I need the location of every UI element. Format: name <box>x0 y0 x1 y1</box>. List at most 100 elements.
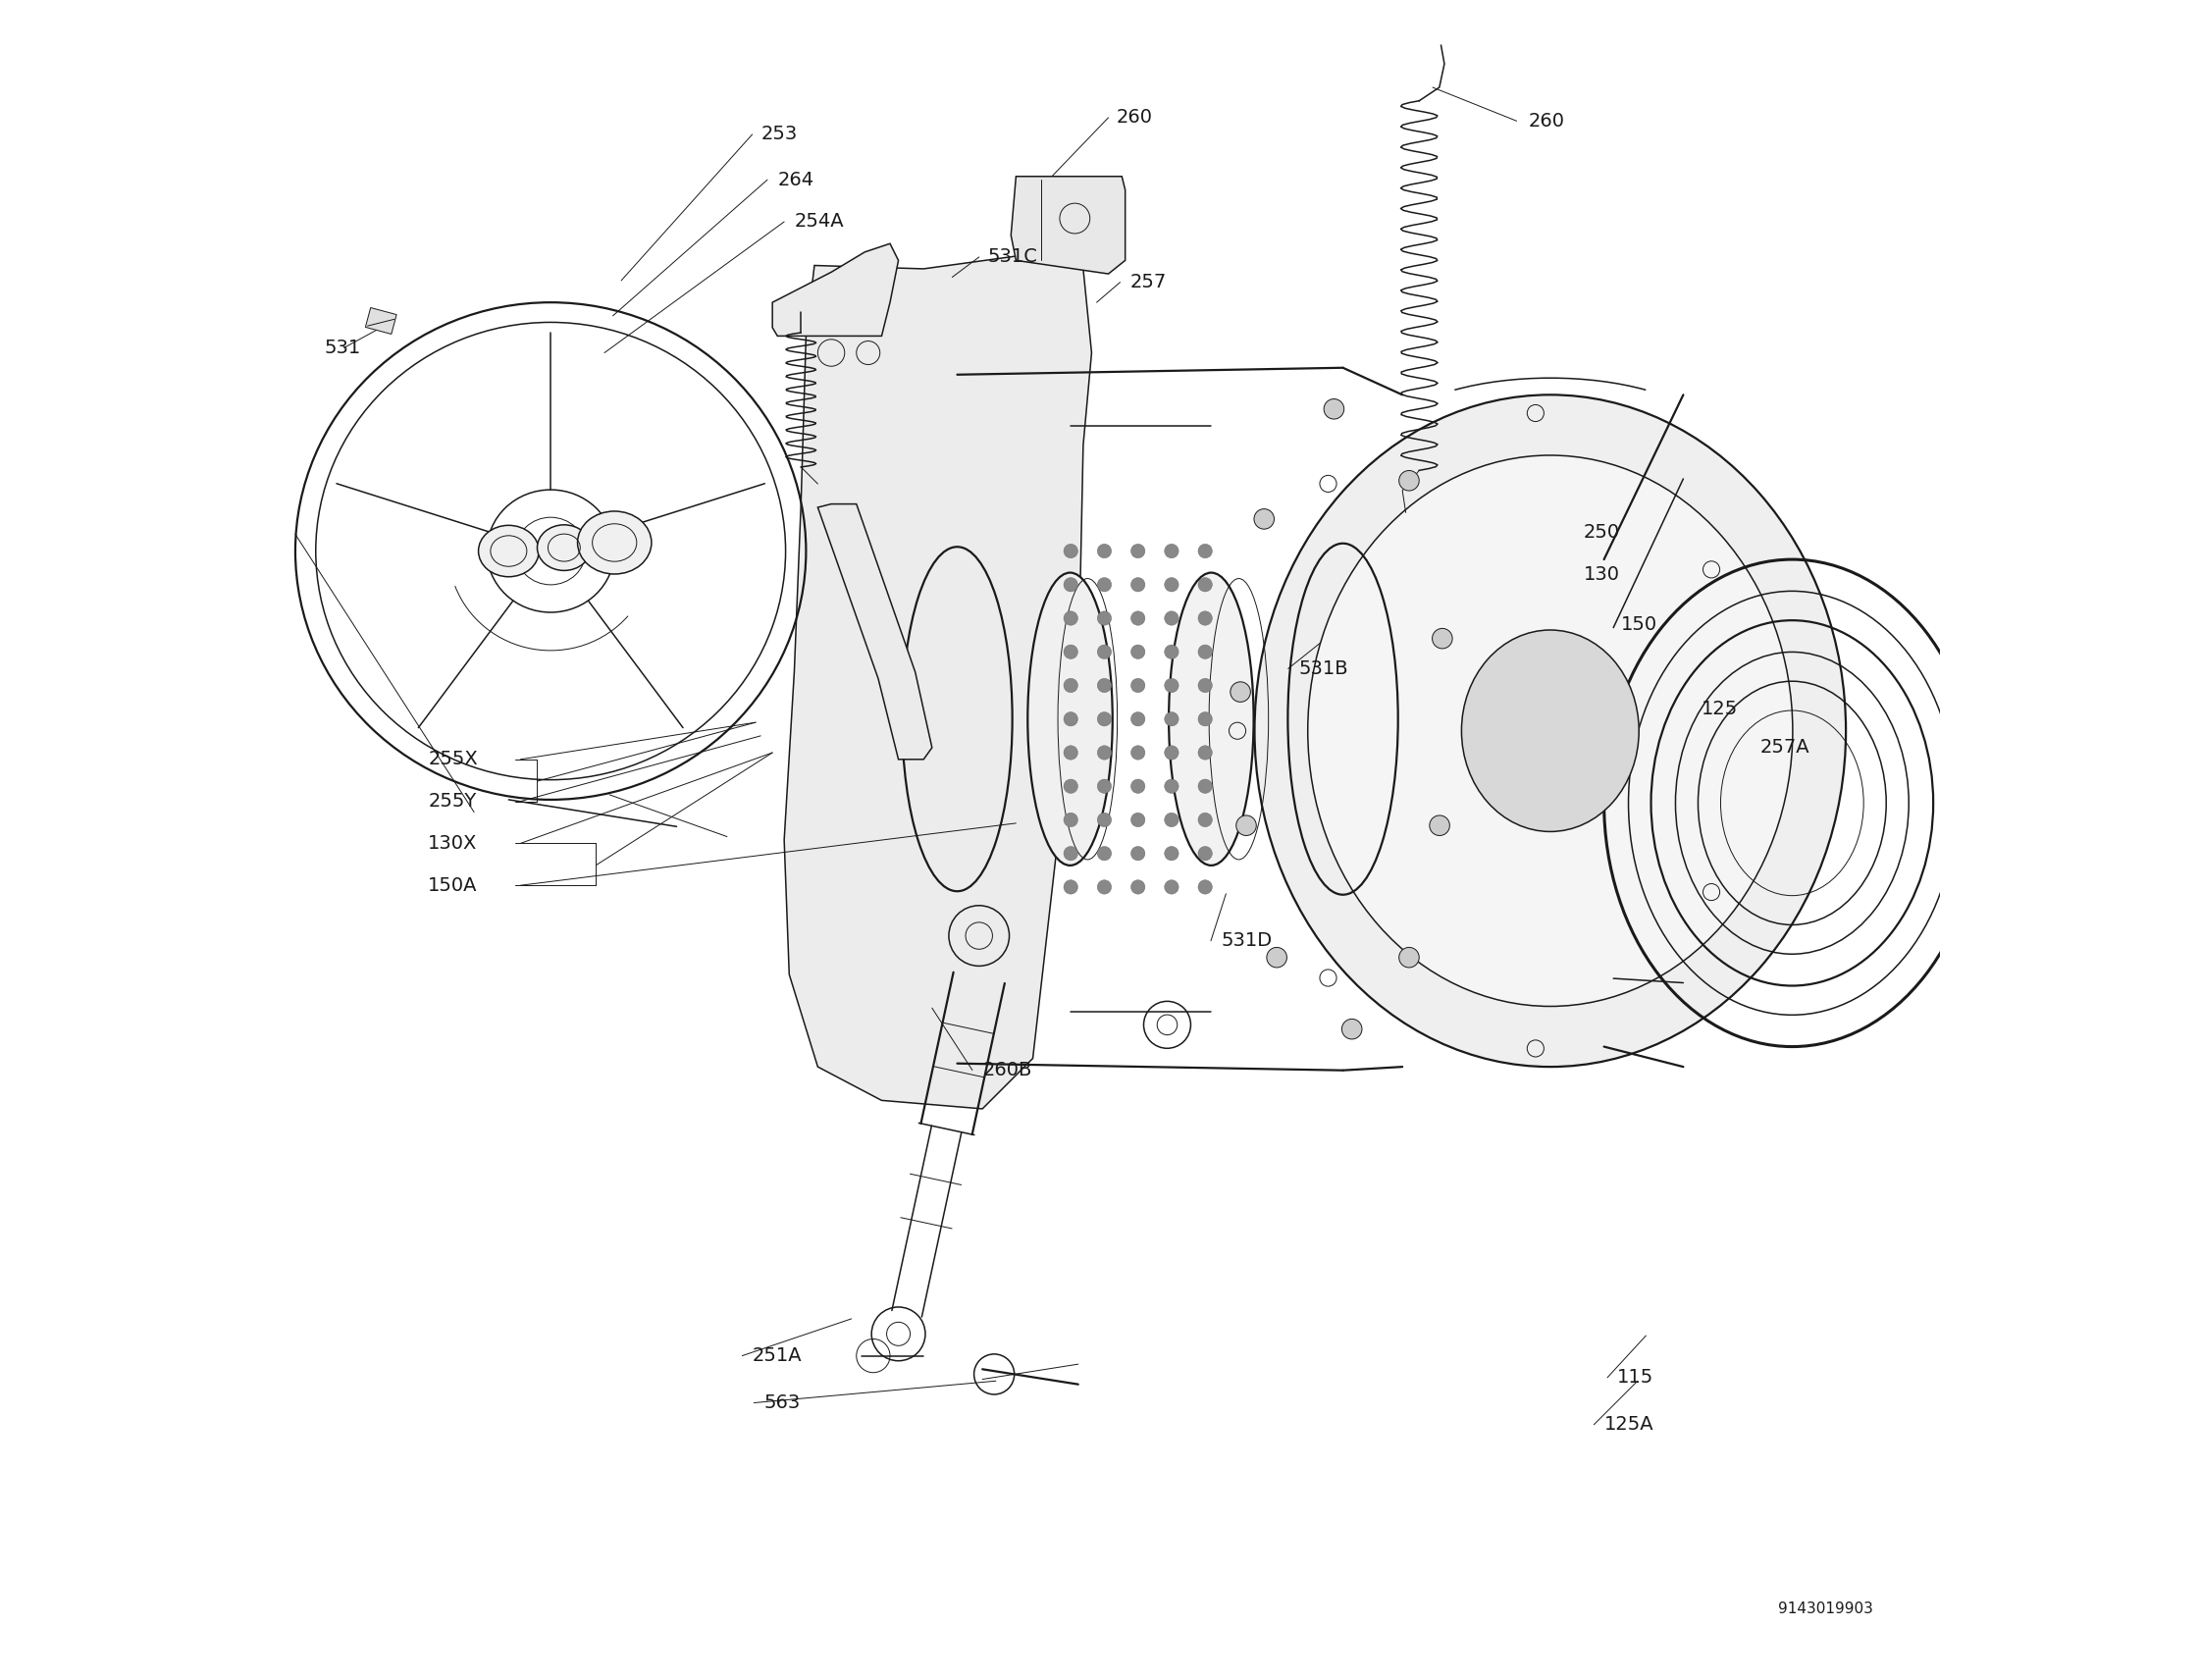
Ellipse shape <box>1373 529 1727 932</box>
Text: 253: 253 <box>761 124 796 144</box>
Circle shape <box>1399 948 1419 968</box>
Text: 115: 115 <box>1617 1368 1654 1388</box>
Ellipse shape <box>1439 603 1663 858</box>
Text: 125: 125 <box>1701 699 1738 719</box>
Ellipse shape <box>1168 573 1254 865</box>
Text: 264: 264 <box>777 170 814 190</box>
Circle shape <box>1164 746 1179 759</box>
Ellipse shape <box>579 511 651 575</box>
Text: 531: 531 <box>323 338 361 358</box>
Circle shape <box>1164 612 1179 625</box>
Ellipse shape <box>477 526 539 576</box>
Circle shape <box>1131 544 1144 558</box>
Text: 257: 257 <box>1131 272 1166 292</box>
Circle shape <box>1199 578 1212 591</box>
Circle shape <box>1199 679 1212 692</box>
Circle shape <box>1199 645 1212 659</box>
Circle shape <box>1131 880 1144 894</box>
Ellipse shape <box>1408 570 1692 892</box>
Circle shape <box>1164 544 1179 558</box>
Circle shape <box>1399 470 1419 491</box>
Text: 251A: 251A <box>752 1346 803 1366</box>
Circle shape <box>1131 780 1144 793</box>
Polygon shape <box>818 504 933 759</box>
Text: 531C: 531C <box>988 247 1038 267</box>
Text: 250: 250 <box>1584 522 1619 543</box>
Circle shape <box>1098 712 1111 726</box>
Circle shape <box>1098 645 1111 659</box>
Circle shape <box>1199 813 1212 827</box>
Ellipse shape <box>1338 489 1762 973</box>
Circle shape <box>1065 746 1078 759</box>
Circle shape <box>1164 712 1179 726</box>
Circle shape <box>1098 746 1111 759</box>
Text: 260B: 260B <box>983 1060 1032 1080</box>
Circle shape <box>1164 813 1179 827</box>
Circle shape <box>1199 780 1212 793</box>
Circle shape <box>1098 780 1111 793</box>
Text: 531D: 531D <box>1221 931 1272 951</box>
Polygon shape <box>772 244 898 336</box>
Ellipse shape <box>1254 395 1846 1067</box>
Circle shape <box>1199 880 1212 894</box>
Text: 254A: 254A <box>794 212 845 232</box>
Circle shape <box>1199 746 1212 759</box>
Text: 563: 563 <box>763 1393 801 1413</box>
Circle shape <box>1098 578 1111 591</box>
Text: 257A: 257A <box>1760 738 1811 758</box>
Circle shape <box>1164 578 1179 591</box>
Polygon shape <box>1012 176 1124 274</box>
Circle shape <box>1131 612 1144 625</box>
Circle shape <box>1065 712 1078 726</box>
Circle shape <box>1164 679 1179 692</box>
Circle shape <box>1098 544 1111 558</box>
Ellipse shape <box>1027 573 1113 865</box>
Circle shape <box>1065 847 1078 860</box>
Circle shape <box>1098 612 1111 625</box>
Text: 531B: 531B <box>1298 659 1349 679</box>
Text: 125A: 125A <box>1604 1415 1654 1435</box>
Circle shape <box>1199 544 1212 558</box>
Circle shape <box>1199 612 1212 625</box>
Text: 260: 260 <box>1118 108 1153 128</box>
Circle shape <box>1131 679 1144 692</box>
Circle shape <box>1065 780 1078 793</box>
Circle shape <box>1199 712 1212 726</box>
Text: 255Y: 255Y <box>429 791 477 811</box>
Circle shape <box>1131 645 1144 659</box>
Circle shape <box>1267 948 1287 968</box>
Text: 130: 130 <box>1584 564 1619 585</box>
Text: 9143019903: 9143019903 <box>1778 1601 1872 1616</box>
Circle shape <box>1164 645 1179 659</box>
Bar <box>365 307 396 334</box>
Circle shape <box>1131 578 1144 591</box>
Circle shape <box>1230 682 1250 702</box>
Circle shape <box>1065 813 1078 827</box>
Circle shape <box>1065 544 1078 558</box>
Text: 255X: 255X <box>429 749 477 769</box>
Text: 150: 150 <box>1621 615 1657 635</box>
Circle shape <box>1164 847 1179 860</box>
Circle shape <box>1098 679 1111 692</box>
Circle shape <box>1098 880 1111 894</box>
Circle shape <box>1131 847 1144 860</box>
Circle shape <box>1065 679 1078 692</box>
Circle shape <box>1131 813 1144 827</box>
Circle shape <box>1199 847 1212 860</box>
Circle shape <box>1065 880 1078 894</box>
Circle shape <box>1065 612 1078 625</box>
Polygon shape <box>783 252 1091 1109</box>
Circle shape <box>1131 746 1144 759</box>
Text: 150A: 150A <box>429 875 477 895</box>
Circle shape <box>1164 880 1179 894</box>
Ellipse shape <box>1461 630 1639 832</box>
Ellipse shape <box>537 524 592 571</box>
Circle shape <box>1432 628 1452 648</box>
Text: 260: 260 <box>1529 111 1564 131</box>
Circle shape <box>1098 847 1111 860</box>
Circle shape <box>1065 578 1078 591</box>
Circle shape <box>1164 780 1179 793</box>
Circle shape <box>1236 815 1256 835</box>
Circle shape <box>1342 1020 1362 1040</box>
Circle shape <box>1430 815 1450 835</box>
